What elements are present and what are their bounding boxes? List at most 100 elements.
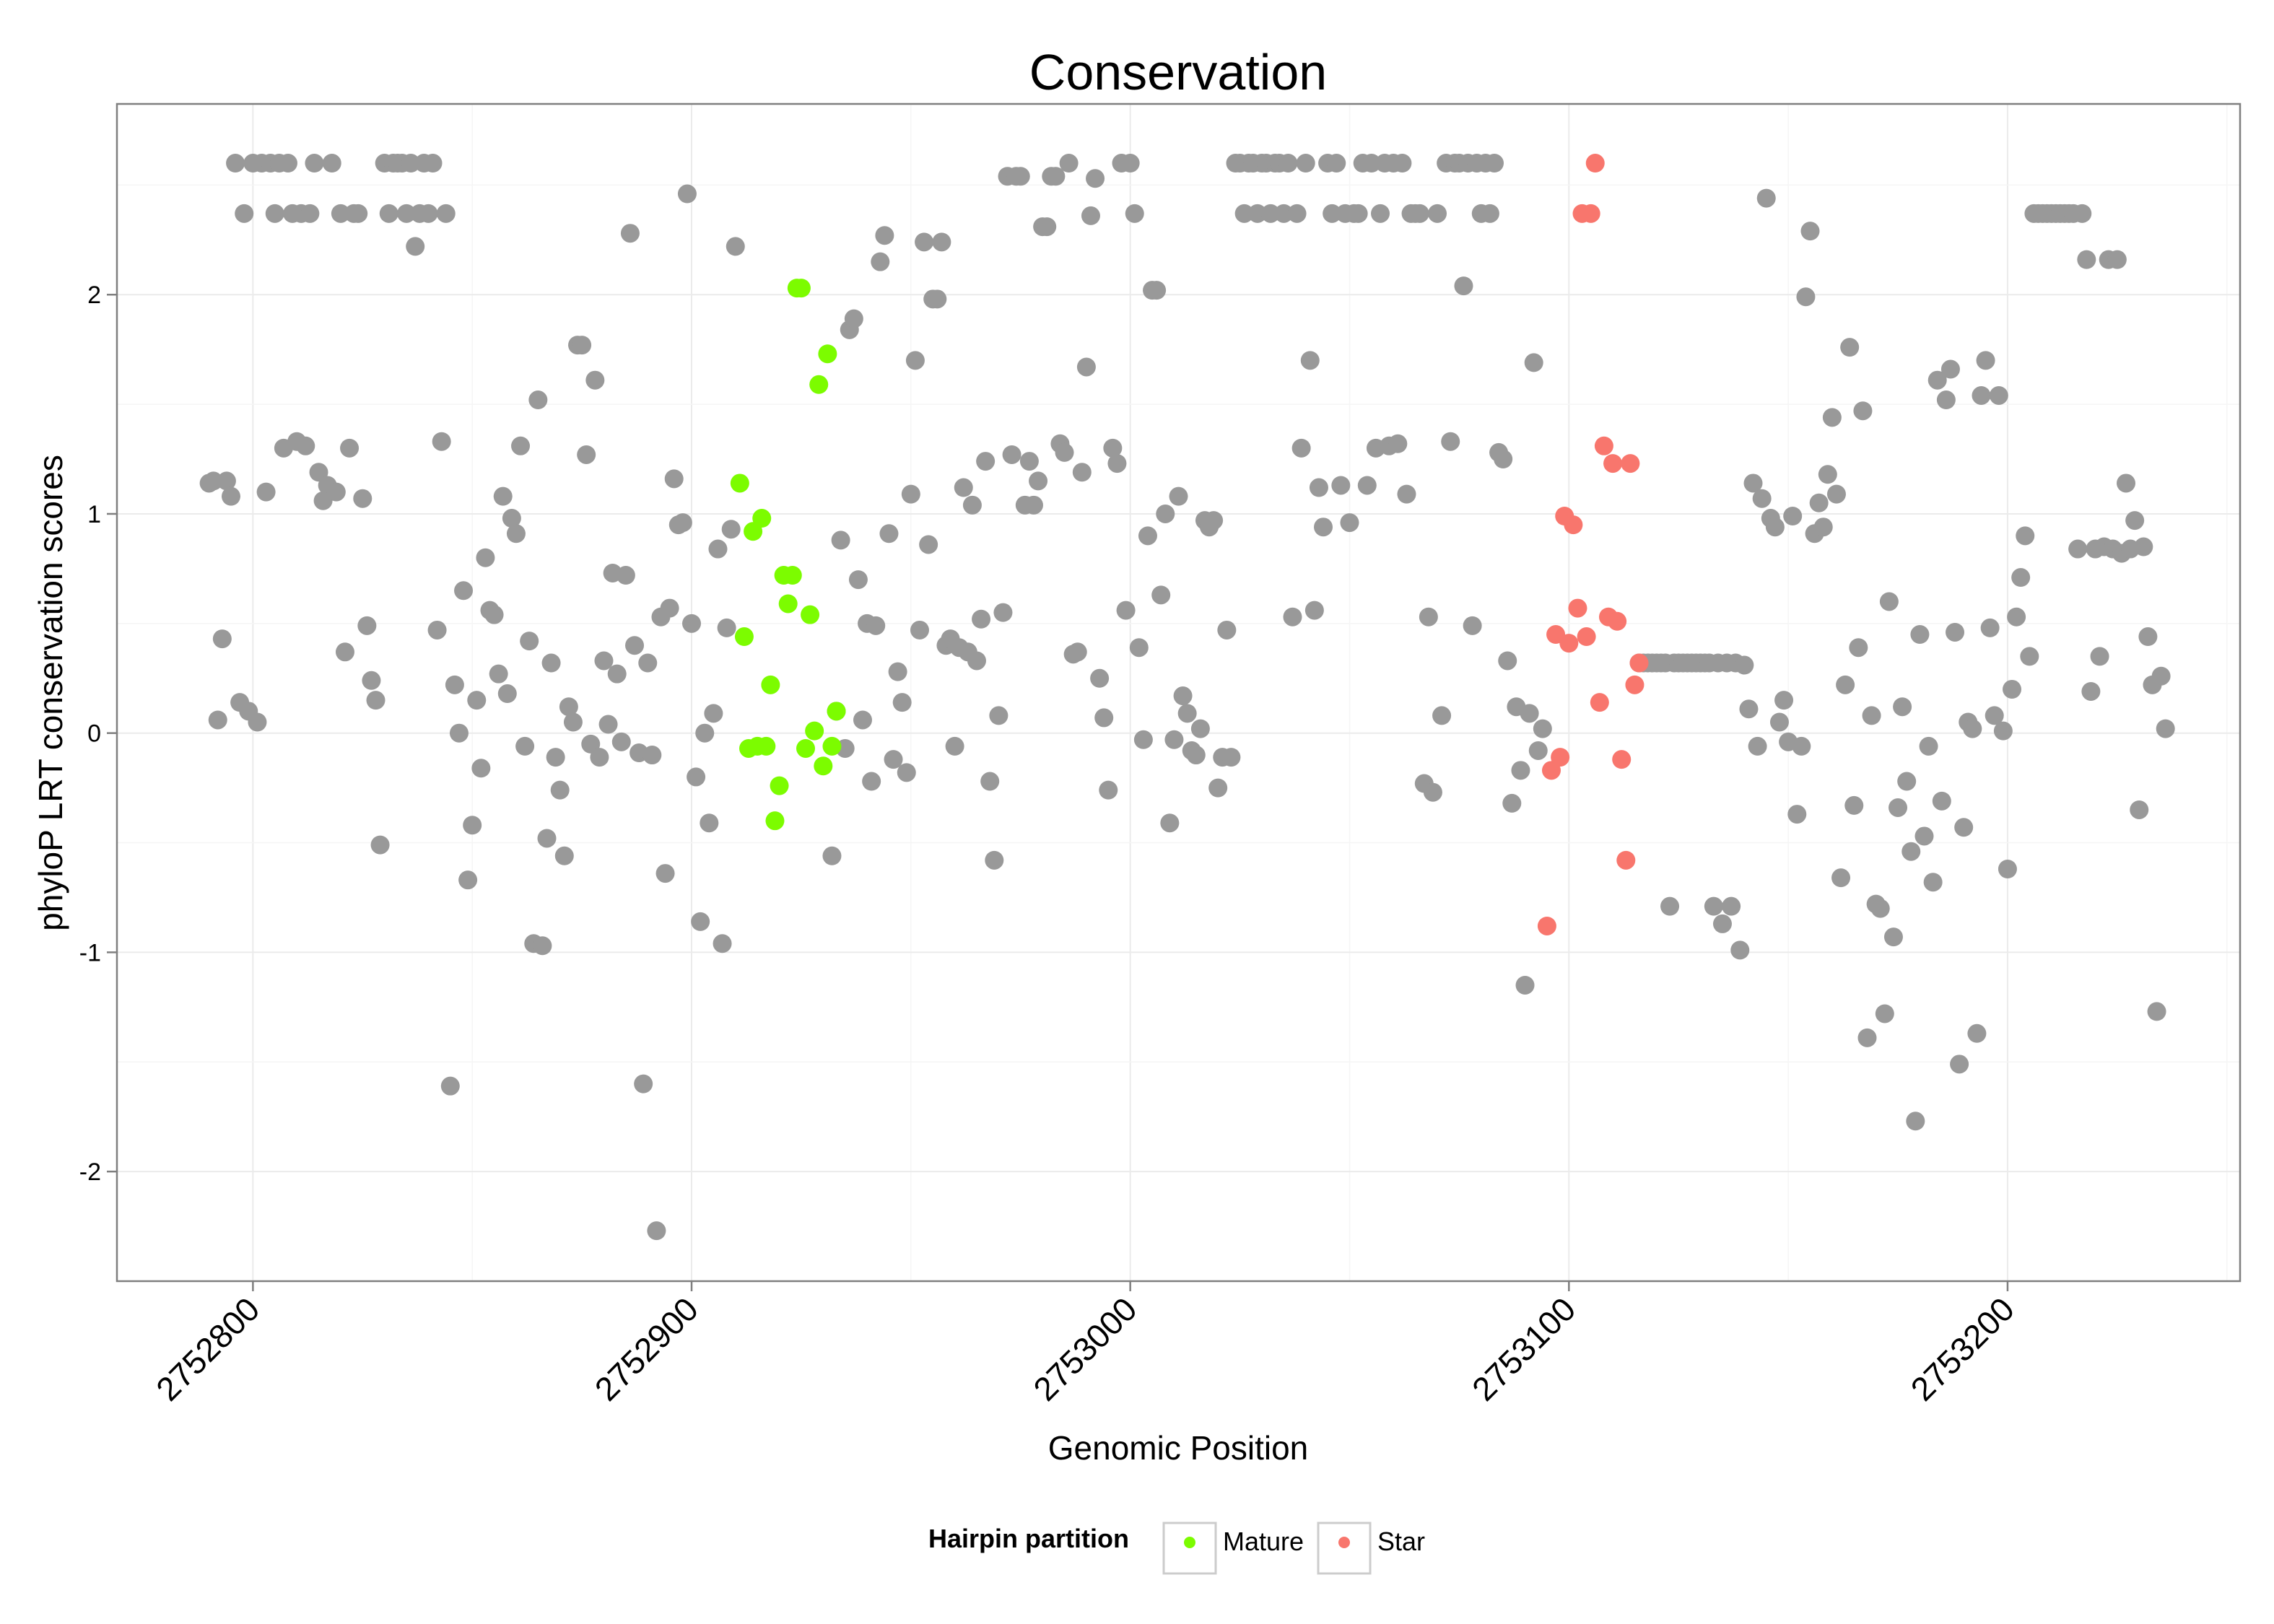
data-point-other [449,723,469,743]
data-point-other [2077,250,2096,269]
data-point-other [577,445,596,464]
y-axis-label: phyloP LRT conservation scores [32,455,69,931]
data-point-other [204,471,223,491]
data-point-other [1024,495,1043,515]
data-point-mature [730,473,749,493]
data-point-mature [757,736,776,756]
data-point-other [1950,1055,1969,1074]
data-point-other [309,463,328,482]
legend-title: Hairpin partition [928,1524,1129,1553]
data-point-other [620,224,640,243]
data-point-other [326,482,346,502]
data-point-other [379,204,398,223]
data-point-star [1541,761,1561,780]
data-point-other [884,750,903,769]
data-point-other [708,539,728,559]
data-point-other [1463,616,1482,635]
data-point-other [1809,493,1829,512]
data-point-other [1954,818,1974,837]
data-point-other [1086,169,1105,188]
data-point-other [353,489,373,508]
data-point-other [673,513,692,533]
data-point-other [1993,721,2013,741]
data-point-other [1730,940,1750,960]
data-point-other [440,1076,460,1096]
data-point-other [1247,204,1267,223]
data-point-other [1133,730,1153,749]
data-point-other [822,846,842,865]
data-point-other [993,603,1013,622]
data-point-other [611,732,631,751]
data-point-other [497,684,517,704]
data-point-other [687,767,706,787]
data-point-other [458,870,478,890]
data-point-other [1151,585,1171,605]
data-point-other [892,693,912,712]
data-point-other [537,829,557,848]
data-point-other [554,846,574,865]
data-point-mature [809,375,829,394]
data-point-other [915,232,934,252]
data-point-other [1883,927,1903,947]
data-point-other [419,204,438,223]
data-point-other [1107,454,1127,473]
data-point-other [972,609,991,629]
data-point-mature [744,522,763,541]
data-point-other [717,618,736,637]
data-point-other [879,524,899,543]
data-point-other [1870,899,1890,918]
data-point-other [1910,625,1930,645]
data-point-other [1712,914,1732,933]
data-point-other [1116,601,1136,620]
data-point-mature [765,811,785,831]
data-point-other [1094,708,1114,728]
data-point-other [1893,697,1912,717]
data-point-other [1208,778,1228,798]
data-point-other [226,154,245,173]
data-point-other [581,734,601,754]
data-point-other [1278,154,1298,173]
data-point-other [484,605,504,624]
data-point-other [1164,730,1184,749]
data-point-other [713,934,732,953]
data-point-other [2090,647,2109,666]
data-point-other [533,936,552,956]
data-point-other [335,642,354,662]
data-point-other [1875,1004,1894,1023]
data-point-other [1019,452,1039,471]
data-point-other [1836,675,1855,694]
data-point-other [682,614,702,633]
data-point-other [1423,782,1442,802]
data-point-other [305,154,324,173]
data-point-other [1533,719,1552,738]
legend-label-star: Star [1377,1527,1425,1556]
data-point-other [985,850,1004,870]
data-point-other [2081,681,2101,701]
data-point-other [1748,736,1767,756]
data-point-other [844,309,863,328]
data-point-other [866,616,886,635]
data-point-other [1480,204,1499,223]
y-tick-label: 1 [87,501,101,528]
data-point-star [1564,515,1583,535]
data-point-other [607,664,627,684]
data-point-other [1897,772,1917,791]
data-point-other [1946,622,1965,642]
data-point-other [848,570,868,590]
data-point-other [2130,800,2149,819]
data-point-other [1914,826,1934,846]
data-point-other [1660,896,1680,916]
data-point-other [515,736,535,756]
data-point-other [1274,204,1294,223]
data-point-other [901,484,920,504]
data-point-other [1502,793,1522,813]
data-point-other [1169,486,1188,506]
data-point-other [2107,250,2127,269]
data-point-other [1304,601,1324,620]
data-point-other [1511,761,1530,780]
data-point-other [1936,390,1956,410]
data-point-other [1857,1028,1877,1047]
data-point-other [423,154,443,173]
data-point-other [1998,859,2017,878]
data-point-other [370,835,390,855]
